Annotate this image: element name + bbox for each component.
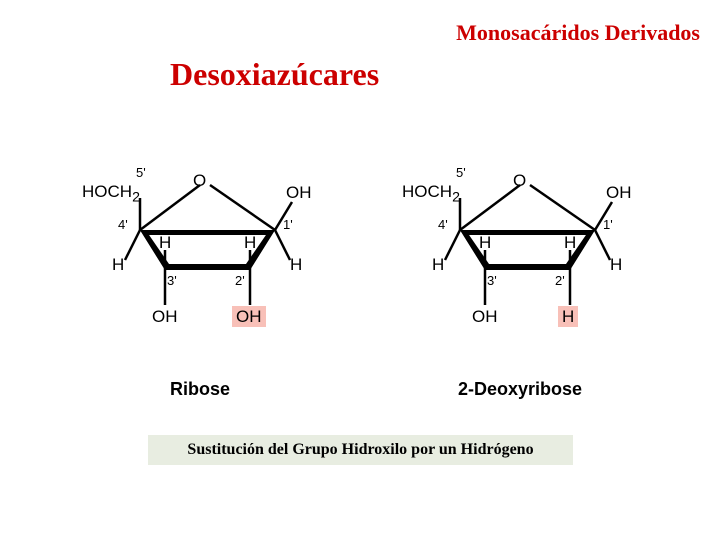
ribose-h-1: H	[290, 256, 302, 273]
deoxy-oh-3: OH	[472, 308, 498, 325]
deoxy-h-1: H	[610, 256, 622, 273]
deoxy-oh-1: OH	[606, 184, 632, 201]
ribose-oh-1: OH	[286, 184, 312, 201]
ribose-hoch2: HOCH2	[82, 183, 140, 205]
deoxy-3prime: 3'	[487, 274, 497, 287]
deoxyribose-name: 2-Deoxyribose	[390, 379, 650, 400]
deoxy-5prime: 5'	[456, 166, 466, 179]
page-subtitle: Desoxiazúcares	[170, 56, 379, 93]
deoxy-o: O	[513, 172, 526, 189]
molecule-ribose: O HOCH2 5' 4' 1' 3' 2' OH H H H H OH OH …	[70, 160, 330, 400]
deoxy-h-2-hl: H	[558, 306, 578, 327]
deoxy-2prime: 2'	[555, 274, 565, 287]
deoxy-h-2: H	[564, 234, 576, 251]
ribose-h-2: H	[244, 234, 256, 251]
ribose-2prime: 2'	[235, 274, 245, 287]
ribose-1prime: 1'	[283, 218, 293, 231]
deoxy-1prime: 1'	[603, 218, 613, 231]
deoxy-hoch2: HOCH2	[402, 183, 460, 205]
ribose-4prime: 4'	[118, 218, 128, 231]
page-header: Monosacáridos Derivados	[456, 20, 700, 46]
ribose-name: Ribose	[70, 379, 330, 400]
deoxy-h-4: H	[432, 256, 444, 273]
ribose-oh-3: OH	[152, 308, 178, 325]
ribose-o: O	[193, 172, 206, 189]
molecules-row: O HOCH2 5' 4' 1' 3' 2' OH H H H H OH OH …	[70, 160, 650, 400]
deoxy-h-3: H	[479, 234, 491, 251]
ribose-h-4: H	[112, 256, 124, 273]
molecule-deoxyribose: O HOCH2 5' 4' 1' 3' 2' OH H H H H OH H 2…	[390, 160, 650, 400]
ribose-5prime: 5'	[136, 166, 146, 179]
ribose-h-3: H	[159, 234, 171, 251]
footer-caption: Sustitución del Grupo Hidroxilo por un H…	[148, 435, 573, 465]
ribose-3prime: 3'	[167, 274, 177, 287]
deoxy-4prime: 4'	[438, 218, 448, 231]
ribose-oh-2-hl: OH	[232, 306, 266, 327]
